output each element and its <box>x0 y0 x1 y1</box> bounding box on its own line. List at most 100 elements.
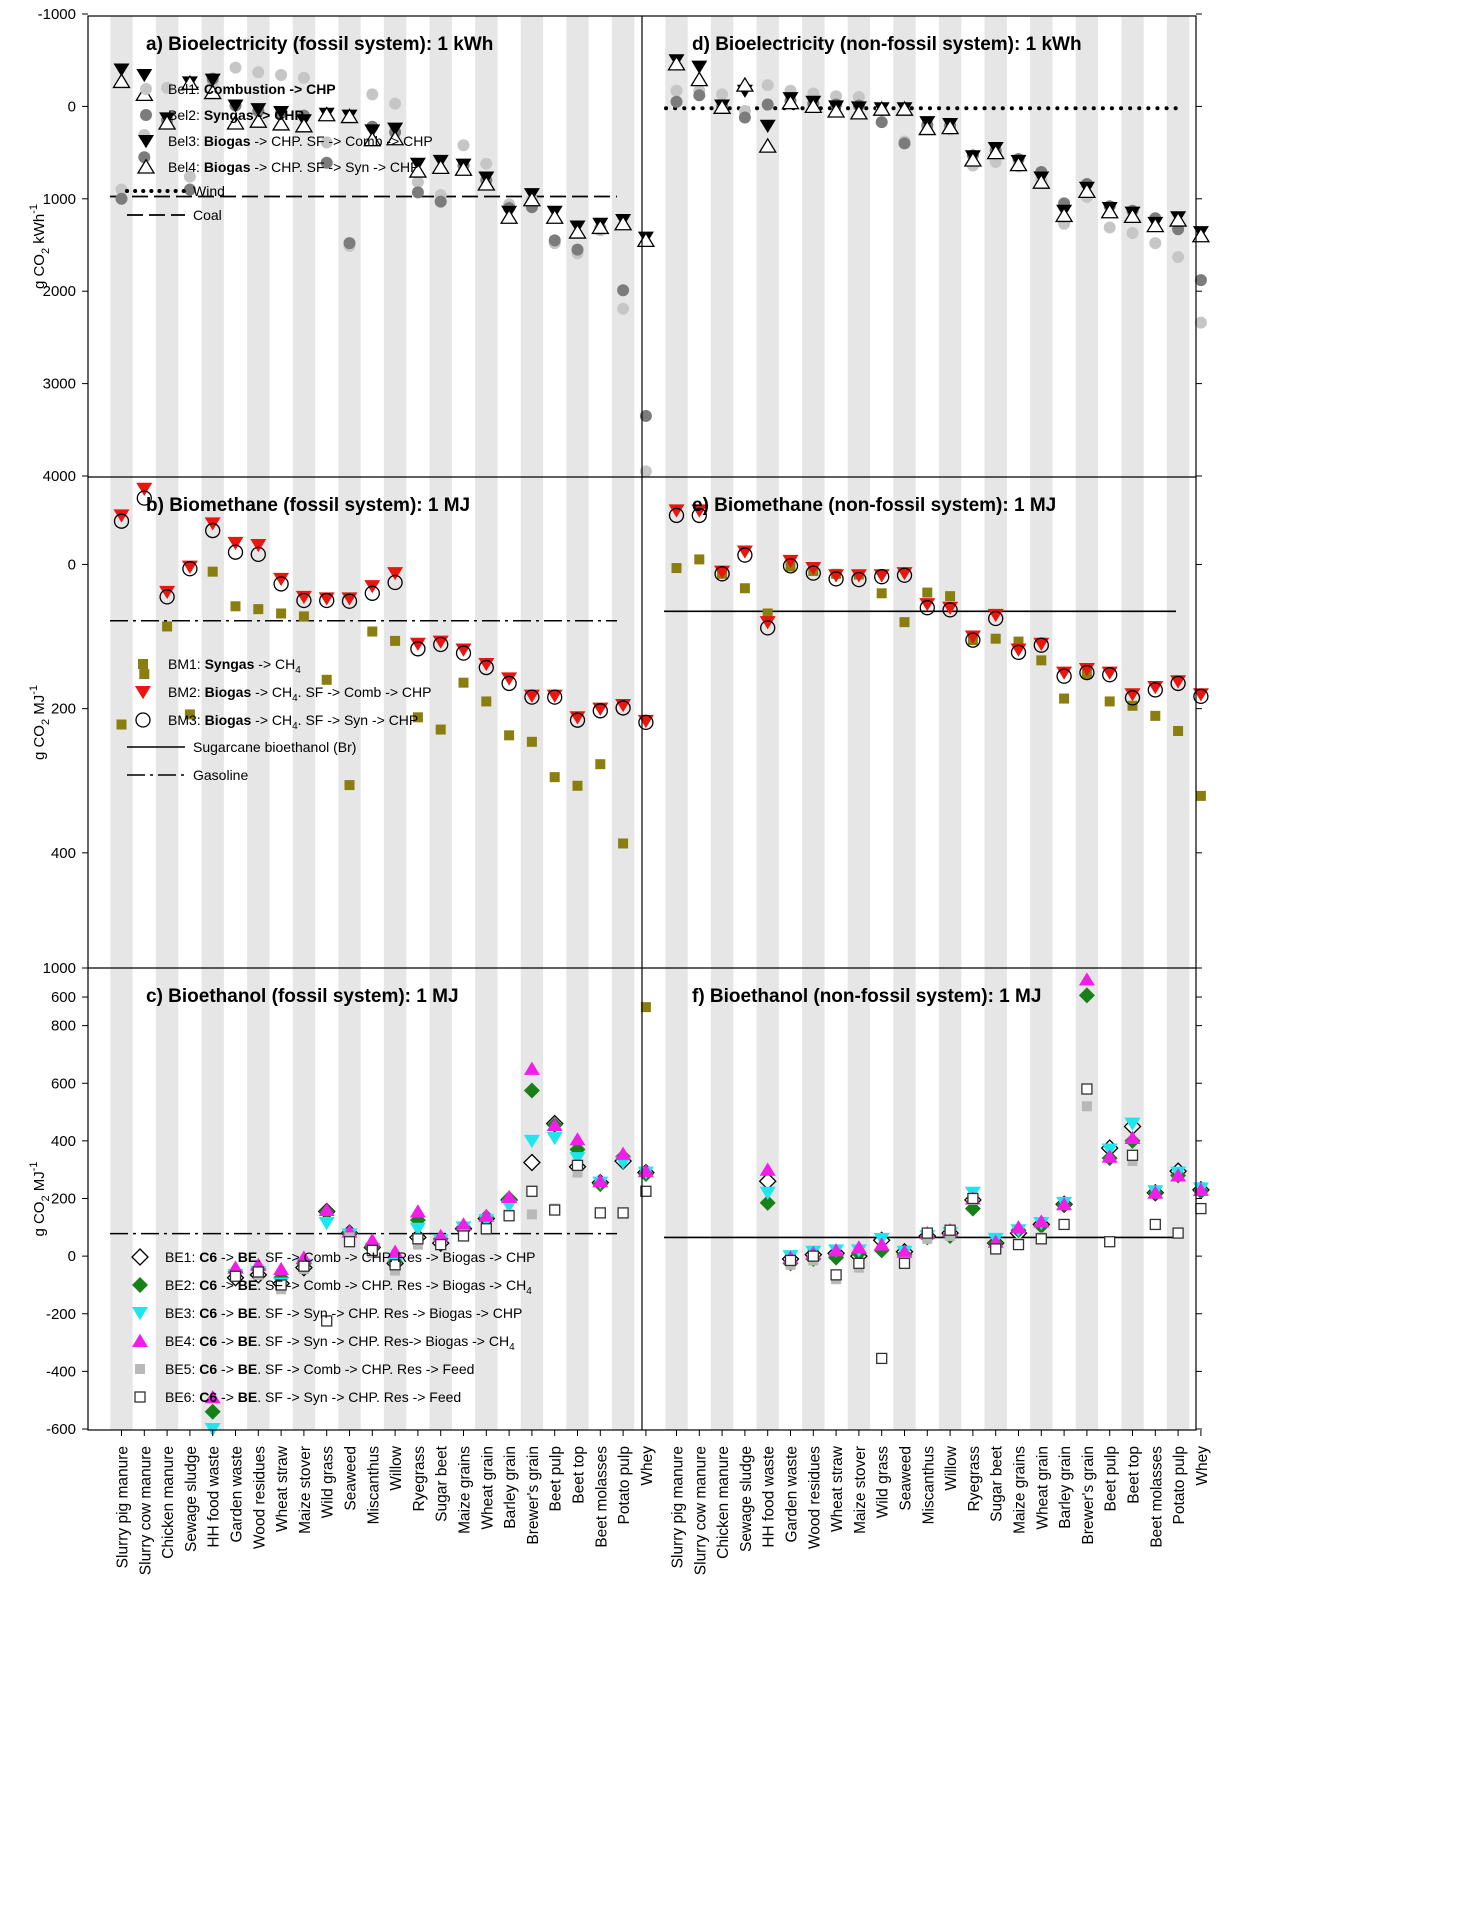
background-band <box>612 968 634 1430</box>
data-point-bm1 <box>1196 791 1206 801</box>
x-category-label: Chicken manure <box>715 1446 732 1559</box>
y-tick-label: -400 <box>46 1363 76 1380</box>
legend-label-prefix: BE2: <box>165 1277 199 1293</box>
data-point-bel2 <box>435 196 447 208</box>
data-point-bm1 <box>922 588 932 598</box>
legend-label: BE5: C6 -> BE. SF -> Comb -> CHP. Res ->… <box>165 1361 474 1377</box>
legend-ref-label: Coal <box>193 207 222 223</box>
legend-marker-bm1 <box>138 659 148 669</box>
legend-label-bold: BE <box>238 1361 257 1377</box>
background-band <box>1076 16 1098 477</box>
background-band <box>612 16 634 477</box>
background-band <box>802 16 824 477</box>
data-point-be6 <box>459 1231 469 1241</box>
data-point-bm1 <box>367 627 377 637</box>
y-tick-label: 200 <box>51 1191 76 1208</box>
data-point-bm1 <box>900 617 910 627</box>
background-band <box>612 477 634 968</box>
y-axis-label: g CO2 MJ-1 <box>28 685 52 760</box>
data-point-bm1 <box>740 583 750 593</box>
legend-label-prefix: BE4: <box>165 1333 199 1349</box>
panel-title: f) Bioethanol (non-fossil system): 1 MJ <box>692 986 1041 1007</box>
x-category-label: Maize stover <box>297 1446 314 1534</box>
x-category-label: Chicken manure <box>160 1446 177 1559</box>
background-band <box>430 477 452 968</box>
legend-marker-bm3 <box>136 713 150 727</box>
data-point-bm1 <box>991 634 1001 644</box>
legend-label-prefix: Bel1: <box>168 81 204 97</box>
background-band <box>1030 968 1052 1430</box>
legend-label-bold: Biogas <box>205 712 252 728</box>
data-point-bm1 <box>504 730 514 740</box>
data-point-bel4 <box>547 210 563 223</box>
x-category-label: Whey <box>1194 1446 1211 1486</box>
x-category-label: Beet top <box>1126 1446 1143 1504</box>
legend-label-rest: -> CHP. SF -> Comb -> CHP <box>251 133 433 149</box>
data-point-bm1 <box>877 588 887 598</box>
data-point-be6 <box>253 1267 263 1277</box>
legend-label-rest: . SF -> Comb -> CHP. Res -> Feed <box>257 1361 474 1377</box>
y-tick-label: 400 <box>51 845 76 862</box>
data-point-bm1 <box>945 591 955 601</box>
x-category-label: Sugar beet <box>434 1445 451 1522</box>
legend-marker-bel3 <box>138 135 154 148</box>
x-category-label: HH food waste <box>206 1446 223 1548</box>
data-point-bel2 <box>412 186 424 198</box>
data-point-be4 <box>364 1233 380 1246</box>
legend-label-bold: BE <box>238 1277 257 1293</box>
x-category-label: Wood residues <box>806 1446 823 1549</box>
y-axis-label-sup: -1 <box>28 204 40 214</box>
background-band <box>848 968 870 1430</box>
background-band <box>985 16 1007 477</box>
legend-label-bold: BE <box>238 1305 257 1321</box>
data-point-bm1 <box>1150 711 1160 721</box>
data-point-be6 <box>527 1186 537 1196</box>
data-point-bel1 <box>1172 251 1184 263</box>
legend-label-mid: -> <box>217 1305 238 1321</box>
data-point-bel1 <box>1195 317 1207 329</box>
legend-label-rest: . SF -> Syn -> CHP <box>298 712 419 728</box>
background-band <box>521 477 543 968</box>
data-point-bel2 <box>762 99 774 111</box>
y-tick-label: 0 <box>68 98 76 115</box>
data-point-be6 <box>595 1208 605 1218</box>
data-point-bel2 <box>899 137 911 149</box>
x-category-label: Wheat grain <box>1034 1446 1051 1530</box>
data-point-bel4 <box>1193 229 1209 242</box>
legend-label-prefix: BE5: <box>165 1361 199 1377</box>
data-point-be6 <box>345 1237 355 1247</box>
data-point-bm1 <box>253 604 263 614</box>
x-category-label: Potato pulp <box>1171 1446 1188 1524</box>
x-category-label: Seaweed <box>898 1446 915 1511</box>
data-point-bel1 <box>389 98 401 110</box>
x-category-label: Beet top <box>571 1446 588 1504</box>
legend-label-rest: -> CH <box>254 656 295 672</box>
data-point-be6 <box>413 1234 423 1244</box>
background-band <box>475 968 497 1430</box>
y-tick-label: 1000 <box>43 191 76 208</box>
x-category-label: Barley grain <box>502 1446 519 1529</box>
data-point-be6 <box>968 1194 978 1204</box>
y-axis-label-unit: kWh <box>31 214 48 248</box>
data-point-bm1 <box>117 720 127 730</box>
data-point-bel1 <box>716 88 728 100</box>
background-band <box>475 16 497 477</box>
data-point-bel2 <box>617 284 629 296</box>
background-band <box>430 16 452 477</box>
y-tick-label: 200 <box>51 701 76 718</box>
data-point-bel1 <box>617 303 629 315</box>
data-point-be6 <box>1082 1084 1092 1094</box>
data-point-bel1 <box>252 66 264 78</box>
legend-label-bold: Biogas <box>204 159 251 175</box>
data-point-bel1 <box>762 79 774 91</box>
data-point-bm1 <box>595 759 605 769</box>
x-category-label: Beet molasses <box>593 1446 610 1548</box>
background-band <box>1121 968 1143 1430</box>
y-tick-label: 600 <box>51 1075 76 1092</box>
legend-label-sub: 4 <box>509 1342 515 1353</box>
data-point-bel1 <box>366 88 378 100</box>
data-point-bm1 <box>208 567 218 577</box>
x-category-label: HH food waste <box>761 1446 778 1548</box>
data-point-be6 <box>1059 1219 1069 1229</box>
